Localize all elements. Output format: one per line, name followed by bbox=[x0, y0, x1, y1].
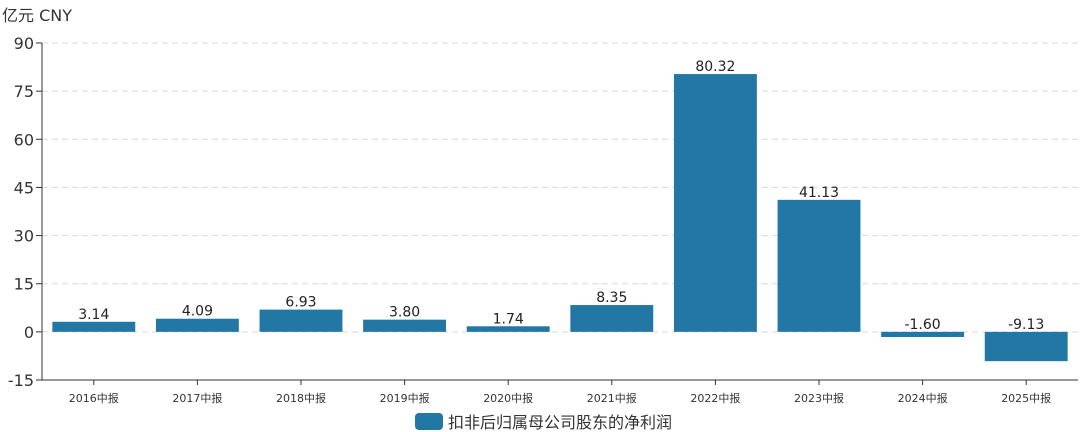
bar[interactable] bbox=[673, 74, 757, 332]
y-tick-label: 75 bbox=[14, 82, 34, 101]
x-tick-label: 2019中报 bbox=[380, 391, 430, 405]
bar[interactable] bbox=[155, 318, 239, 332]
bar[interactable] bbox=[984, 331, 1068, 362]
bar[interactable] bbox=[52, 321, 136, 332]
legend[interactable]: 扣非后归属母公司股东的净利润 bbox=[415, 413, 672, 432]
y-tick-label: 30 bbox=[14, 227, 34, 246]
bar-value-label: -1.60 bbox=[904, 317, 940, 333]
y-tick-label: 90 bbox=[14, 34, 34, 53]
bar-value-label: 80.32 bbox=[695, 59, 735, 75]
bar[interactable] bbox=[777, 199, 861, 332]
bar-value-label: 41.13 bbox=[799, 185, 839, 201]
x-tick-label: 2018中报 bbox=[276, 391, 326, 405]
bar[interactable] bbox=[881, 331, 965, 337]
bar-value-label: 3.14 bbox=[78, 307, 109, 323]
y-tick-label: 60 bbox=[14, 130, 34, 149]
x-tick-label: 2022中报 bbox=[690, 391, 740, 405]
x-tick-labels: 2016中报 2017中报 2018中报 2019中报 2020中报 2021中报 2022… bbox=[69, 391, 1051, 405]
x-tick-label: 2017中报 bbox=[172, 391, 222, 405]
legend-label: 扣非后归属母公司股东的净利润 bbox=[448, 413, 672, 432]
bar[interactable] bbox=[466, 326, 550, 332]
bar-value-label: 1.74 bbox=[493, 311, 524, 327]
bar-value-label: 8.35 bbox=[596, 290, 627, 306]
x-tick-label: 2021中报 bbox=[587, 391, 637, 405]
data-labels-layer: 3.14 4.09 6.93 3.80 1.74 8.35 80.32 41.13 -1.60 -… bbox=[78, 59, 1044, 333]
x-tick-label: 2020中报 bbox=[483, 391, 533, 405]
bar-value-label: 6.93 bbox=[285, 295, 316, 311]
y-tick-label: 0 bbox=[24, 323, 34, 342]
x-tick-label: 2016中报 bbox=[69, 391, 119, 405]
bar[interactable] bbox=[363, 319, 447, 332]
x-tick-label: 2025中报 bbox=[1001, 391, 1051, 405]
y-tick-label: -15 bbox=[8, 371, 34, 390]
bar-value-label: 4.09 bbox=[182, 304, 213, 320]
x-tick-label: 2024中报 bbox=[898, 391, 948, 405]
bars-layer bbox=[52, 74, 1068, 362]
legend-swatch bbox=[415, 413, 443, 430]
y-tick-label: 45 bbox=[14, 178, 34, 197]
axis-layer: 90 75 60 45 30 15 0 -15 bbox=[8, 34, 1078, 390]
x-tick-label: 2023中报 bbox=[794, 391, 844, 405]
bar[interactable] bbox=[570, 305, 654, 332]
grid-layer bbox=[42, 42, 1078, 333]
bar-value-label: -9.13 bbox=[1008, 317, 1044, 333]
y-tick-label: 15 bbox=[14, 275, 34, 294]
bar[interactable] bbox=[259, 309, 343, 332]
bar-value-label: 3.80 bbox=[389, 305, 420, 321]
y-axis-unit-label: 亿元 CNY bbox=[2, 6, 72, 25]
